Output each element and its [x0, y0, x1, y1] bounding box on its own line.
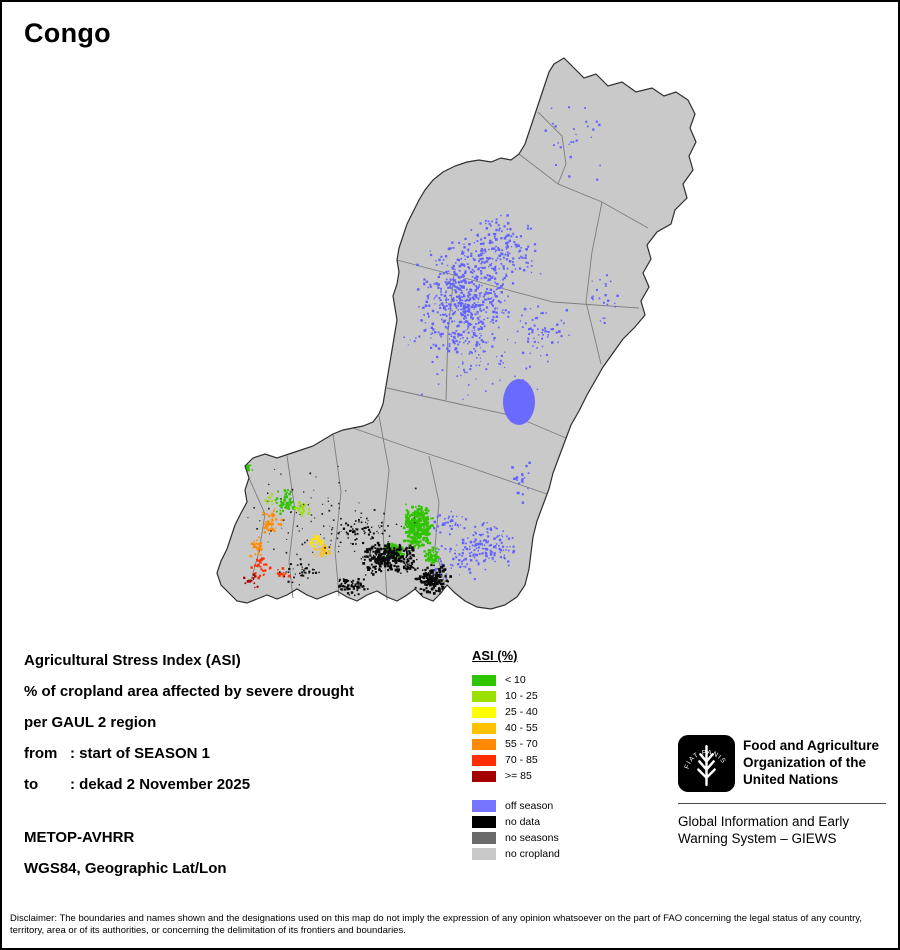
country-shape — [217, 58, 696, 609]
legend-item: no cropland — [472, 846, 560, 862]
fao-org-name-line: Organization of the — [743, 755, 866, 770]
legend-asi-classes: < 10 10 - 25 25 - 40 40 - 55 55 - 70 70 - 85 >… — [472, 672, 560, 784]
legend-label: 40 - 55 — [505, 722, 538, 734]
fao-header: FIAT PANIS Food and Agriculture Organizat… — [678, 735, 886, 792]
legend-item: no data — [472, 814, 560, 830]
country-outline — [216, 57, 697, 610]
fao-org-name-line: United Nations — [743, 772, 839, 787]
sensor-name: METOP-AVHRR — [24, 829, 135, 846]
legend-item: < 10 — [472, 672, 560, 688]
legend-label: no seasons — [505, 832, 559, 844]
map-info-block: Agricultural Stress Index (ASI) % of cro… — [24, 652, 354, 891]
legend-item: 55 - 70 — [472, 736, 560, 752]
legend-swatch — [472, 722, 496, 734]
legend-title: ASI (%) — [472, 648, 518, 663]
projection-name: WGS84, Geographic Lat/Lon — [24, 860, 227, 877]
region-borders — [248, 111, 649, 601]
asi-pixel-scatter — [243, 106, 619, 597]
fao-logo-icon: FIAT PANIS — [678, 735, 735, 792]
fao-block: FIAT PANIS Food and Agriculture Organizat… — [678, 735, 886, 847]
to-label: to — [24, 776, 39, 793]
legend-swatch — [472, 800, 496, 812]
legend-label: < 10 — [505, 674, 526, 686]
legend-item: 70 - 85 — [472, 752, 560, 768]
giews-caption: Global Information and Early Warning Syst… — [678, 813, 886, 847]
legend: ASI (%) < 10 10 - 25 25 - 40 40 - 55 55 - 70… — [472, 648, 560, 862]
legend-swatch — [472, 738, 496, 750]
legend-label: 55 - 70 — [505, 738, 538, 750]
fao-org-name: Food and Agriculture Organization of the U… — [743, 735, 879, 788]
legend-item: >= 85 — [472, 768, 560, 784]
legend-item: off season — [472, 798, 560, 814]
legend-label: no cropland — [505, 848, 560, 860]
legend-label: no data — [505, 816, 541, 828]
legend-swatch — [472, 816, 496, 828]
legend-swatch — [472, 832, 496, 844]
to-value: : dekad 2 November 2025 — [70, 776, 251, 793]
legend-item: 10 - 25 — [472, 688, 560, 704]
legend-label: off season — [505, 800, 554, 812]
legend-label: >= 85 — [505, 770, 532, 782]
legend-swatch — [472, 706, 496, 718]
legend-item: 25 - 40 — [472, 704, 560, 720]
legend-label: 10 - 25 — [505, 690, 538, 702]
from-value: : start of SEASON 1 — [70, 745, 211, 762]
legend-swatch — [472, 848, 496, 860]
off-season-blob — [503, 379, 535, 425]
legend-other-classes: off season no data no seasons no cropland — [472, 798, 560, 862]
legend-label: 25 - 40 — [505, 706, 538, 718]
legend-item: no seasons — [472, 830, 560, 846]
legend-swatch — [472, 770, 496, 782]
from-label: from — [24, 745, 58, 762]
fao-org-name-line: Food and Agriculture — [743, 738, 879, 753]
asi-heading: Agricultural Stress Index (ASI) — [24, 652, 241, 669]
giews-caption-line: Warning System – GIEWS — [678, 831, 837, 846]
legend-swatch — [472, 690, 496, 702]
giews-caption-line: Global Information and Early — [678, 814, 850, 829]
legend-swatch — [472, 754, 496, 766]
page-title: Congo — [24, 18, 111, 48]
fao-divider — [678, 803, 886, 804]
disclaimer-text: Disclaimer: The boundaries and names sho… — [10, 913, 862, 936]
legend-item: 40 - 55 — [472, 720, 560, 736]
period-from: from : start of SEASON 1 — [24, 745, 354, 762]
period-to: to : dekad 2 November 2025 — [24, 776, 354, 793]
asi-subtitle-2: per GAUL 2 region — [24, 714, 157, 731]
asi-subtitle-1: % of cropland area affected by severe dr… — [24, 683, 355, 700]
legend-swatch — [472, 674, 496, 686]
wheat-ear-icon — [697, 744, 716, 787]
legend-label: 70 - 85 — [505, 754, 538, 766]
